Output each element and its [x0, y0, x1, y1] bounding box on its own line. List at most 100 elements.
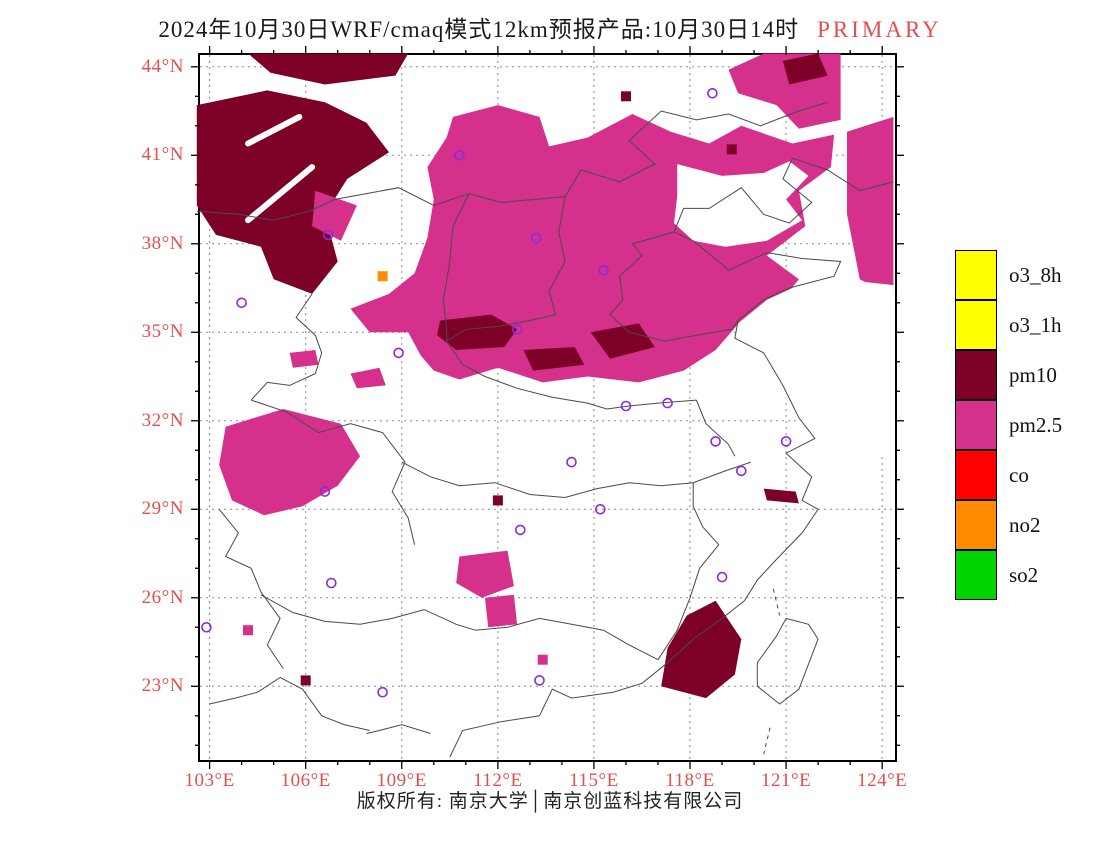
copyright-footer: 版权所有: 南京大学│南京创蓝科技有限公司: [356, 791, 744, 812]
province-boundary: [209, 676, 370, 731]
legend-item-pm10: pm10: [955, 349, 1062, 400]
lat-tick-label: 32°N: [141, 409, 184, 431]
cell-pm10: [621, 91, 631, 102]
lon-tick-label: 115°E: [569, 770, 619, 791]
lon-tick-label: 112°E: [473, 770, 523, 791]
station-marker: [620, 400, 632, 412]
province-boundary: [609, 299, 739, 342]
lat-tick-label: 23°N: [141, 675, 184, 697]
legend-swatch: [955, 349, 997, 400]
cell-pm2.5: [243, 625, 253, 636]
station-marker: [598, 265, 609, 276]
station-marker: [662, 397, 673, 409]
station-marker: [514, 524, 526, 536]
province-boundary: [446, 340, 697, 410]
station-marker: [534, 675, 545, 686]
legend-label: co: [1009, 462, 1029, 487]
province-boundary: [475, 617, 659, 661]
province-boundary: [692, 482, 720, 546]
province-boundary: [366, 724, 431, 734]
cell-pm10: [726, 144, 737, 155]
dashed-boundary: [772, 588, 781, 616]
station-marker: [594, 503, 606, 515]
region-sichuan-basin-blob: [219, 409, 361, 516]
lat-tick-label: 26°N: [141, 586, 184, 608]
lon-tick-label: 124°E: [857, 770, 908, 791]
province-boundary: [196, 101, 828, 221]
cell-pm10: [492, 495, 503, 506]
legend-swatch: [955, 449, 997, 500]
lat-tick-label: 35°N: [141, 321, 184, 343]
region-hunan-patch-2: [485, 594, 518, 628]
province-boundary: [260, 594, 476, 631]
legend-label: so2: [1009, 562, 1039, 587]
region-top-edge-strip: [248, 53, 409, 85]
legend-item-pm2.5: pm2.5: [955, 399, 1063, 450]
legend-swatch: [955, 299, 997, 350]
legend: o3_8h o3_1h pm10 pm2.5 co no2 so2: [955, 250, 1062, 600]
station-marker: [454, 150, 465, 161]
legend-label: pm2.5: [1009, 412, 1063, 437]
station-marker: [236, 297, 247, 309]
station-marker: [566, 456, 577, 468]
sea-mask: [734, 279, 894, 457]
station-marker: [201, 621, 212, 633]
region-inner-patch-b: [523, 347, 585, 371]
province-boundary: [251, 399, 416, 545]
province-boundary: [446, 196, 566, 342]
province-boundary: [449, 157, 894, 758]
legend-label: o3_1h: [1009, 312, 1062, 337]
region-hunan-patch-1: [456, 550, 514, 598]
map-frame: [191, 46, 904, 769]
title-text: 2024年10月30日WRF/cmaq模式12km预报产品:10月30日14时: [158, 17, 800, 42]
forecast-map: [191, 46, 904, 769]
station-marker: [511, 323, 523, 335]
dashed-boundary: [763, 727, 771, 755]
station-marker: [716, 571, 728, 583]
lon-tick-label: 109°E: [376, 770, 427, 791]
province-boundary: [695, 399, 736, 457]
province-boundary: [442, 193, 470, 342]
region-ningxia-fringe: [312, 190, 357, 241]
legend-item-so2: so2: [955, 549, 1062, 600]
legend-item-o3_8h: o3_8h: [955, 250, 1062, 300]
station-marker: [393, 347, 404, 359]
legend-swatch: [955, 250, 997, 300]
legend-item-co: co: [955, 449, 1062, 500]
lon-tick-label: 118°E: [665, 770, 715, 791]
station-marker: [530, 232, 542, 244]
station-marker: [710, 436, 721, 447]
region-inner-patch-a: [437, 314, 518, 350]
station-marker: [322, 229, 334, 241]
title-primary-tag: PRIMARY: [817, 17, 942, 42]
lat-tick-label: 29°N: [141, 498, 184, 520]
province-boundary: [619, 231, 675, 300]
white-streak: [245, 164, 316, 224]
region-zhejiang-small: [763, 488, 799, 504]
cell-pm2.5: [537, 654, 548, 665]
province-boundary: [250, 293, 323, 401]
lon-tick-label: 103°E: [184, 770, 235, 791]
region-fujian-strait-blob: [661, 600, 742, 699]
province-boundary: [260, 591, 284, 669]
lon-tick-label: 106°E: [280, 770, 331, 791]
station-marker: [707, 87, 718, 99]
region-northwest-blob: [196, 90, 389, 294]
province-boundary: [218, 508, 262, 593]
legend-swatch: [955, 399, 997, 450]
taiwan-island-outline: [756, 617, 819, 705]
page-title: 2024年10月30日WRF/cmaq模式12km预报产品:10月30日14时 P…: [0, 10, 1100, 44]
station-marker: [326, 577, 337, 589]
legend-label: pm10: [1009, 362, 1057, 387]
station-marker: [735, 465, 747, 477]
station-marker: [319, 486, 331, 497]
legend-label: no2: [1009, 512, 1041, 537]
station-marker: [377, 686, 388, 698]
cell-pm10: [300, 675, 311, 686]
region-shaanxi-south-patch: [350, 367, 386, 389]
region-east-edge-strip: [847, 116, 894, 297]
legend-item-no2: no2: [955, 499, 1062, 550]
lat-tick-label: 44°N: [141, 55, 184, 77]
white-streak: [245, 113, 303, 147]
legend-swatch: [955, 499, 997, 550]
